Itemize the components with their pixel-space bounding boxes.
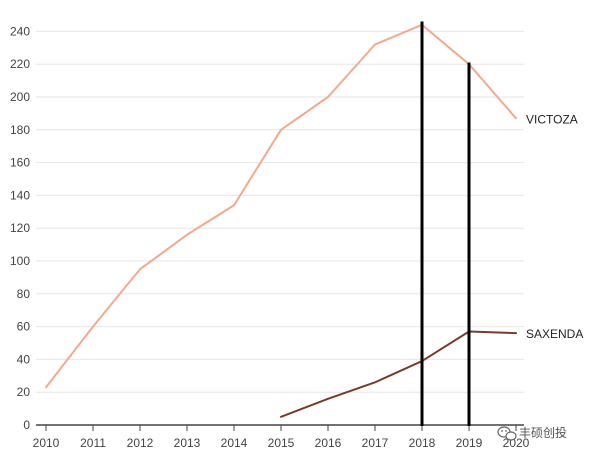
watermark-text: 丰硕创投 <box>519 425 567 440</box>
x-tick-label-2017: 2017 <box>362 436 389 450</box>
series-line-saxenda <box>280 330 517 418</box>
x-tick-label-2014: 2014 <box>221 436 248 450</box>
grid-lines <box>36 30 524 393</box>
x-tick-label-2018: 2018 <box>409 436 436 450</box>
x-tick-label-2010: 2010 <box>33 436 60 450</box>
x-tick-label-2019: 2019 <box>456 436 483 450</box>
y-tick-label-200: 200 <box>10 90 30 104</box>
x-tick-label-2015: 2015 <box>268 436 295 450</box>
x-tick-label-2016: 2016 <box>315 436 342 450</box>
y-axis: 0 20 40 60 80 100 120 140 160 180 200 220 240 <box>10 24 30 432</box>
x-tick-label-2011: 2011 <box>80 436 106 450</box>
series-labels: VICTOZA SAXENDA <box>526 112 583 341</box>
y-tick-label-100: 100 <box>10 254 30 268</box>
x-tick-label-2012: 2012 <box>127 436 154 450</box>
y-tick-label-220: 220 <box>10 57 30 71</box>
wechat-icon <box>497 426 517 441</box>
watermark: 丰硕创投 <box>497 425 567 441</box>
reference-lines <box>420 21 471 426</box>
y-tick-label-0: 0 <box>23 418 30 432</box>
y-tick-label-180: 180 <box>10 123 30 137</box>
y-tick-label-240: 240 <box>10 24 30 38</box>
series-lines <box>45 23 517 418</box>
y-tick-label-20: 20 <box>17 385 31 399</box>
series-label-victoza: VICTOZA <box>526 112 578 126</box>
x-tick-label-2013: 2013 <box>174 436 201 450</box>
y-tick-label-40: 40 <box>17 352 31 366</box>
y-tick-label-60: 60 <box>17 320 31 334</box>
y-tick-label-160: 160 <box>10 156 30 170</box>
series-line-victoza <box>45 23 517 389</box>
x-axis: 2010 2011 2012 2013 2014 2015 2016 2017 2018 2019… <box>33 424 530 450</box>
y-tick-label-140: 140 <box>10 188 30 202</box>
series-label-saxenda: SAXENDA <box>526 327 583 341</box>
y-tick-label-80: 80 <box>17 287 31 301</box>
y-tick-label-120: 120 <box>10 221 30 235</box>
